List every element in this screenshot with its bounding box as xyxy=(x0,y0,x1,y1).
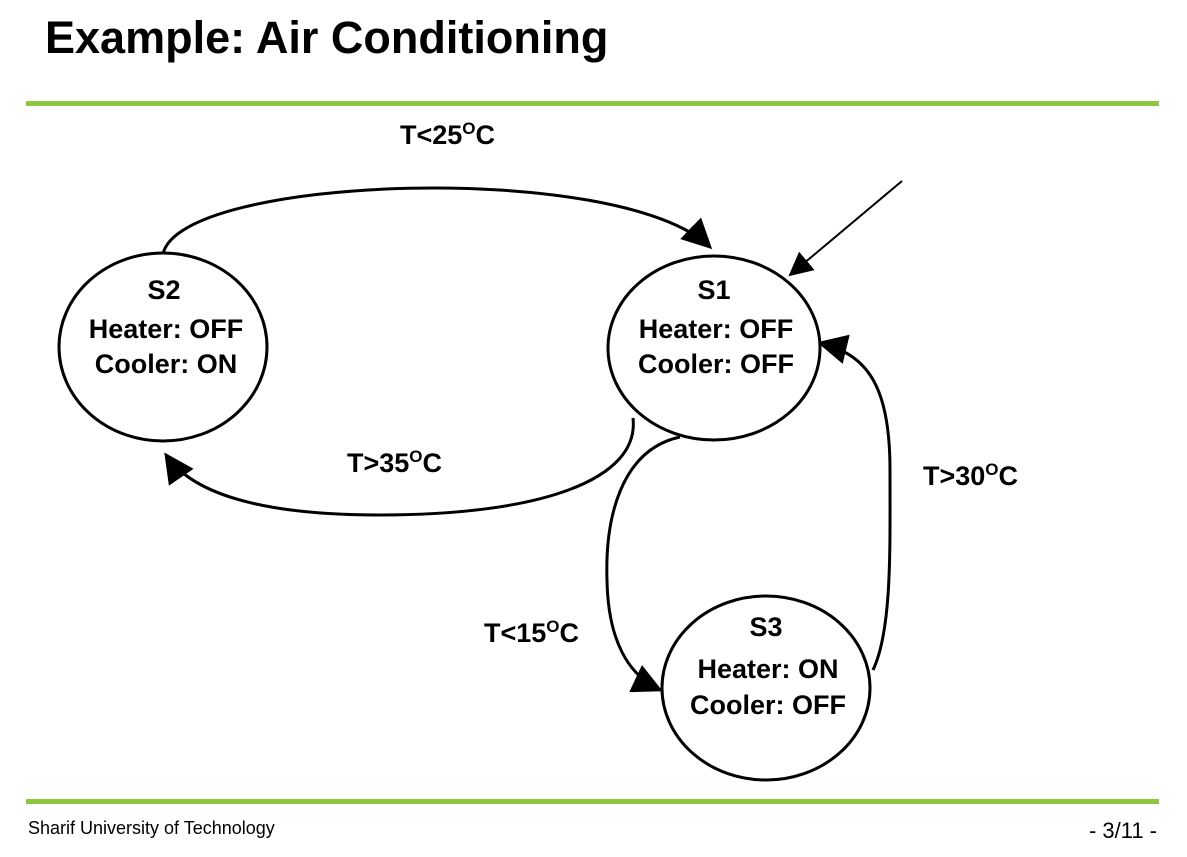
page-indicator: - 3/11 - xyxy=(1088,818,1157,843)
header-divider xyxy=(26,101,1159,106)
state-s2-heater: Heater: OFF xyxy=(89,314,244,344)
footer-institution: Sharif University of Technology xyxy=(28,818,275,838)
slide-title: Example: Air Conditioning xyxy=(45,12,609,63)
edge-s3-to-s1 xyxy=(817,334,892,671)
state-s1-heater: Heater: OFF xyxy=(639,314,794,344)
footer-divider xyxy=(26,799,1159,804)
edge-s1-to-s3 xyxy=(605,435,681,693)
label-s2-to-s1: T<25OC xyxy=(400,119,495,150)
initial-arrow xyxy=(788,180,903,277)
state-s1-cooler: Cooler: OFF xyxy=(638,349,794,379)
state-s1: S1 Heater: OFF Cooler: OFF xyxy=(606,254,822,442)
label-s1-to-s2: T>35OC xyxy=(347,447,442,478)
label-s1-to-s3: T<15OC xyxy=(484,617,579,648)
edge-s2-to-s1 xyxy=(161,186,713,255)
edge-s1-to-s2 xyxy=(164,417,635,517)
label-s3-to-s1: T>30OC xyxy=(923,460,1018,491)
state-s2: S2 Heater: OFF Cooler: ON xyxy=(57,251,269,443)
state-s3-heater: Heater: ON xyxy=(697,654,838,684)
state-s3-cooler: Cooler: OFF xyxy=(690,690,846,720)
state-s1-name: S1 xyxy=(697,275,730,305)
state-s3-name: S3 xyxy=(749,612,782,642)
state-s3: S3 Heater: ON Cooler: OFF xyxy=(660,594,872,782)
state-s2-cooler: Cooler: ON xyxy=(95,349,238,379)
state-s2-name: S2 xyxy=(147,275,180,305)
